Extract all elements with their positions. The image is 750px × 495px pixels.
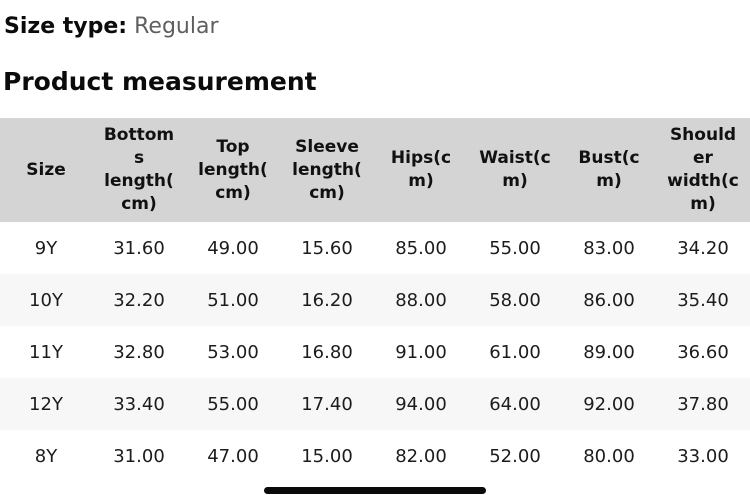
table-cell: 33.40 — [113, 393, 165, 415]
table-cell: 88.00 — [395, 289, 447, 311]
table-cell: 94.00 — [395, 393, 447, 415]
table-cell: 9Y — [34, 237, 58, 259]
table-cell: 51.00 — [207, 289, 259, 311]
measurement-table: Size Bottoms length(cm) Top length(cm) Slee… — [0, 118, 750, 482]
table-cell: 16.80 — [301, 341, 353, 363]
table-cell: 34.20 — [677, 237, 729, 259]
column-header: Shoulder width(cm) — [656, 118, 750, 222]
table-cell: 8Y — [34, 445, 58, 467]
table-cell: 89.00 — [583, 341, 635, 363]
table-row: 12Y 33.40 55.00 17.40 94.00 64.00 92.00 37.80 — [0, 378, 750, 430]
table-header: Size Bottoms length(cm) Top length(cm) Slee… — [0, 118, 750, 222]
table-cell: 47.00 — [207, 445, 259, 467]
table-cell: 80.00 — [583, 445, 635, 467]
size-type-label: Size type: — [4, 14, 128, 39]
table-cell: 92.00 — [583, 393, 635, 415]
table-cell: 83.00 — [583, 237, 635, 259]
table-cell: 17.40 — [301, 393, 353, 415]
table-cell: 86.00 — [583, 289, 635, 311]
size-chart-page: Size type: Regular Product measurement Si… — [0, 13, 750, 494]
table-cell: 33.00 — [677, 445, 729, 467]
column-header: Top length(cm) — [186, 118, 280, 222]
table-cell: 15.00 — [301, 445, 353, 467]
section-title: Product measurement — [3, 67, 317, 96]
table-cell: 37.80 — [677, 393, 729, 415]
table-row: 9Y 31.60 49.00 15.60 85.00 55.00 83.00 34.20 — [0, 222, 750, 274]
table-cell: 49.00 — [207, 237, 259, 259]
home-indicator — [264, 487, 486, 494]
table-cell: 31.00 — [113, 445, 165, 467]
table-row: 10Y 32.20 51.00 16.20 88.00 58.00 86.00 35.40 — [0, 274, 750, 326]
table-row: 11Y 32.80 53.00 16.80 91.00 61.00 89.00 36.60 — [0, 326, 750, 378]
table-cell: 12Y — [29, 393, 63, 415]
table-cell: 55.00 — [489, 237, 541, 259]
table-cell: 31.60 — [113, 237, 165, 259]
column-header: Bottoms length(cm) — [92, 118, 186, 222]
table-cell: 61.00 — [489, 341, 541, 363]
table-body: 9Y 31.60 49.00 15.60 85.00 55.00 83.00 34.20 10Y… — [0, 222, 750, 482]
table-cell: 16.20 — [301, 289, 353, 311]
column-header: Bust(cm) — [562, 118, 656, 222]
table-cell: 15.60 — [301, 237, 353, 259]
table-cell: 85.00 — [395, 237, 447, 259]
table-cell: 52.00 — [489, 445, 541, 467]
table-cell: 64.00 — [489, 393, 541, 415]
column-header: Sleeve length(cm) — [280, 118, 374, 222]
size-type-line: Size type: Regular — [4, 13, 750, 40]
table-cell: 82.00 — [395, 445, 447, 467]
table-cell: 11Y — [29, 341, 63, 363]
table-cell: 53.00 — [207, 341, 259, 363]
table-cell: 91.00 — [395, 341, 447, 363]
table-cell: 10Y — [29, 289, 63, 311]
column-header: Hips(cm) — [374, 118, 468, 222]
table-header-row: Size Bottoms length(cm) Top length(cm) Slee… — [0, 118, 750, 222]
column-header: Waist(cm) — [468, 118, 562, 222]
table-cell: 55.00 — [207, 393, 259, 415]
table-row: 8Y 31.00 47.00 15.00 82.00 52.00 80.00 33.00 — [0, 430, 750, 482]
column-header: Size — [0, 118, 92, 222]
table-cell: 32.20 — [113, 289, 165, 311]
size-type-value: Regular — [134, 14, 219, 39]
table-cell: 35.40 — [677, 289, 729, 311]
table-cell: 36.60 — [677, 341, 729, 363]
table-cell: 58.00 — [489, 289, 541, 311]
table-cell: 32.80 — [113, 341, 165, 363]
